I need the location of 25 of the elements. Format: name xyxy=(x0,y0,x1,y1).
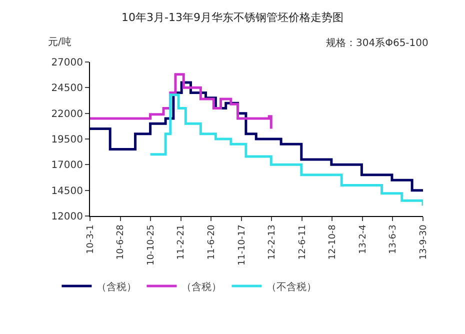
x-tick-label: 13-6-3 xyxy=(388,224,399,254)
legend-label: （含税） xyxy=(182,280,222,293)
y-tick-label: 17000 xyxy=(51,160,83,172)
x-tick-label: 11-10-17 xyxy=(237,224,248,266)
x-tick-label: 12-10-8 xyxy=(328,224,338,260)
y-tick-label: 14500 xyxy=(51,186,83,197)
x-tick-label: 10-6-28 xyxy=(116,224,126,260)
chart-title: 10年3月-13年9月华东不锈钢管坯价格走势图 xyxy=(122,11,344,24)
x-tick-label: 10-10-25 xyxy=(146,224,156,266)
x-tick-label: 12-2-13 xyxy=(268,224,278,260)
x-tick-label: 13-2-4 xyxy=(358,224,368,254)
y-tick-label: 12000 xyxy=(51,212,83,222)
y-tick-label: 27000 xyxy=(51,58,83,68)
x-tick-label: 12-6-11 xyxy=(298,224,308,260)
legend-label: （不含税） xyxy=(266,280,317,293)
x-tick-label: 13-9-30 xyxy=(418,224,429,260)
y-tick-label: 24500 xyxy=(51,83,83,94)
y-tick-label: 22000 xyxy=(51,108,83,120)
x-tick-label: 10-3-1 xyxy=(86,224,96,254)
text: 规格：304系Φ65-100 xyxy=(326,37,428,49)
y-axis-title: 元/吨 xyxy=(48,36,72,48)
x-tick-label: 11-2-21 xyxy=(176,224,187,260)
x-tick-label: 11-6-20 xyxy=(207,224,218,260)
legend-label: （含税） xyxy=(96,280,137,293)
y-tick-label: 19500 xyxy=(51,134,83,146)
